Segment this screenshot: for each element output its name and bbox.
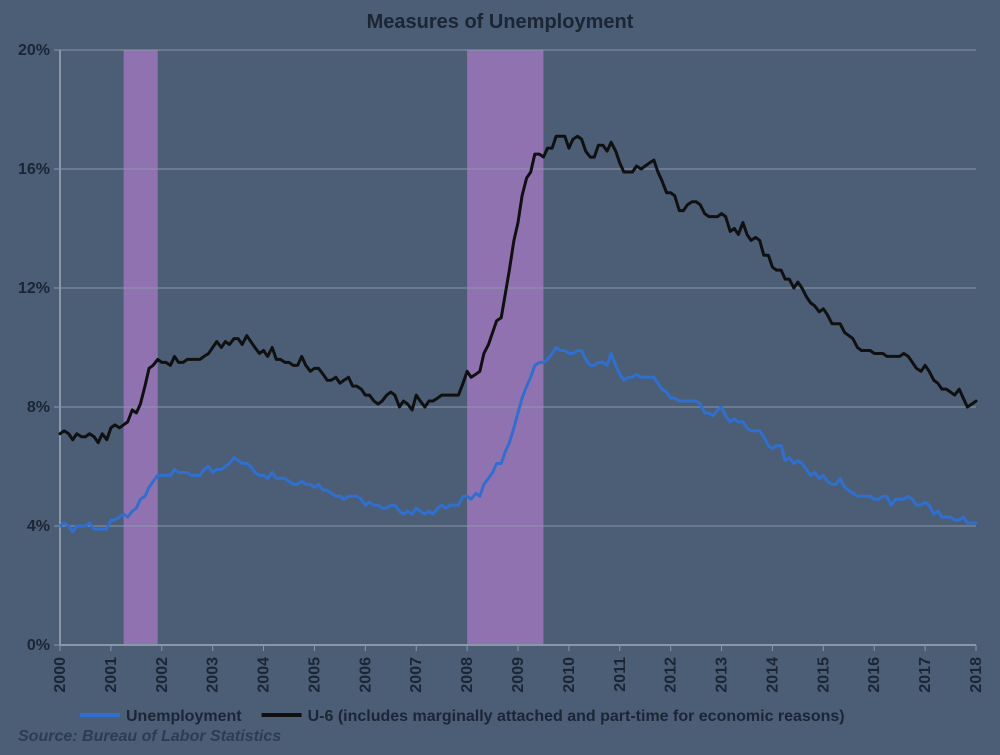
recession-band-0: [124, 50, 158, 645]
recession-band-1: [467, 50, 543, 645]
x-tick-label-2011: 2011: [612, 657, 629, 692]
x-tick-label-2010: 2010: [561, 657, 578, 693]
x-tick-label-2018: 2018: [968, 657, 985, 693]
y-tick-label-12: 12%: [18, 280, 50, 297]
y-tick-label-4: 4%: [27, 518, 50, 535]
legend-label-0: Unemployment: [126, 708, 242, 725]
chart-title: Measures of Unemployment: [367, 11, 634, 33]
x-tick-label-2000: 2000: [52, 657, 69, 693]
x-tick-label-2006: 2006: [357, 657, 374, 693]
x-tick-label-2013: 2013: [714, 657, 731, 693]
legend-label-1: U-6 (includes marginally attached and pa…: [308, 708, 845, 725]
x-tick-label-2002: 2002: [154, 657, 171, 693]
x-tick-label-2015: 2015: [815, 657, 832, 693]
x-tick-label-2008: 2008: [459, 657, 476, 693]
y-tick-label-16: 16%: [18, 161, 50, 178]
x-tick-label-2004: 2004: [256, 657, 273, 693]
y-tick-label-20: 20%: [18, 42, 50, 59]
x-tick-label-2003: 2003: [205, 657, 222, 693]
x-tick-label-2005: 2005: [306, 657, 323, 693]
x-tick-label-2017: 2017: [917, 657, 934, 693]
y-tick-label-8: 8%: [27, 399, 50, 416]
unemployment-chart: 0% 4% 8% 12% 16% 20% 2000 2001 2002 2003 2004 2005 2…: [0, 0, 1000, 755]
x-tick-label-2014: 2014: [764, 657, 781, 693]
y-tick-label-0: 0%: [27, 637, 50, 654]
x-tick-label-2007: 2007: [408, 657, 425, 693]
x-tick-label-2012: 2012: [663, 657, 680, 693]
x-tick-label-2001: 2001: [103, 657, 120, 693]
x-tick-label-2009: 2009: [510, 657, 527, 693]
source-citation: Source: Bureau of Labor Statistics: [18, 728, 281, 745]
x-tick-label-2016: 2016: [866, 657, 883, 693]
